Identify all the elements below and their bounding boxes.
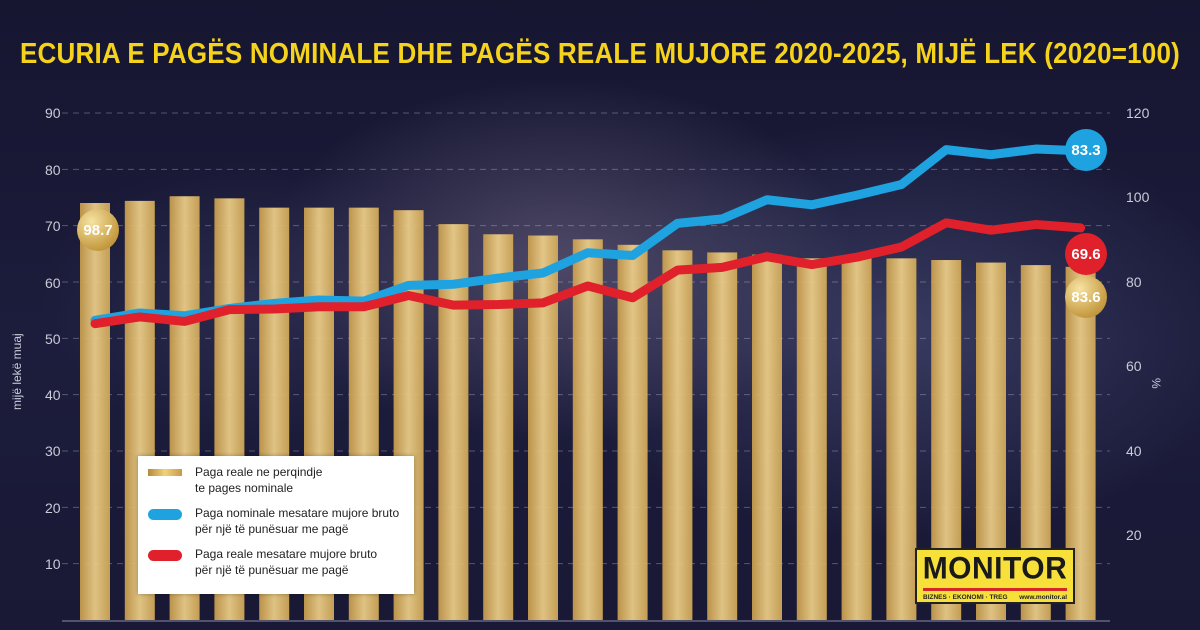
y-right-tick-40: 40 [1126,443,1142,459]
bar [528,235,558,620]
legend-item-bar: Paga reale ne perqindje te pages nominal… [148,464,404,496]
y-right-tick-80: 80 [1126,274,1142,290]
legend-nominal-label-2: për një të punësuar me pagë [195,522,349,536]
legend-blue-line-icon [148,509,182,520]
y-left-tick-30: 30 [45,443,61,459]
y-left-tick-80: 80 [45,162,61,178]
bar [438,224,469,620]
y-left-tick-40: 40 [45,387,61,403]
bar [662,250,693,620]
legend-red-line-icon [148,550,182,561]
bar [752,254,782,620]
y-left-tick-90: 90 [45,105,61,121]
bar [796,258,827,620]
chart-title: ECURIA E PAGËS NOMINALE DHE PAGËS REALE … [20,36,1180,70]
logo-url: www.monitor.al [1019,594,1067,601]
y-left-tick-60: 60 [45,275,61,291]
y-right-tick-120: 120 [1126,105,1150,121]
y-right-tick-60: 60 [1126,358,1142,374]
bar [572,239,603,620]
y-right-tick-20: 20 [1126,527,1142,543]
bar [707,252,738,621]
logo-name: MONITOR [922,551,1068,586]
bar [617,244,648,620]
legend-bar-swatch-icon [148,469,182,476]
legend-bar-label-2: te pages nominale [195,481,294,495]
bar [841,258,872,620]
logo-red-stripe [923,588,1067,591]
bar [80,202,110,620]
chart-legend: Paga reale ne perqindje te pages nominal… [138,456,414,594]
y-left-tick-20: 20 [45,500,61,516]
nominal-last-value-badge: 83.3 [1065,129,1107,171]
legend-real-label-1: Paga reale mesatare mujore bruto [195,547,378,561]
legend-real-label-2: për një të punësuar me pagë [195,563,349,577]
legend-item-real: Paga reale mesatare mujore bruto për një… [148,546,404,578]
legend-nominal-label-1: Paga nominale mesatare mujore bruto [195,506,400,520]
y-right-tick-100: 100 [1126,189,1150,205]
monitor-logo: MONITOR BIZNES · EKONOMI · TREG www.moni… [915,548,1075,604]
y-left-tick-50: 50 [45,331,61,347]
bar [886,258,917,620]
first-bar-value-badge: 98.7 [77,209,119,251]
legend-item-nominal: Paga nominale mesatare mujore bruto për … [148,505,404,537]
last-bar-value-badge: 83.6 [1065,276,1107,318]
real-wage-line [90,218,1086,329]
legend-bar-label-1: Paga reale ne perqindje [195,465,323,479]
real-last-value-badge: 69.6 [1065,233,1107,275]
y-left-tick-10: 10 [45,556,61,572]
y-left-tick-70: 70 [45,218,61,234]
logo-tagline: BIZNES · EKONOMI · TREG [923,594,1008,601]
bar [483,234,514,620]
